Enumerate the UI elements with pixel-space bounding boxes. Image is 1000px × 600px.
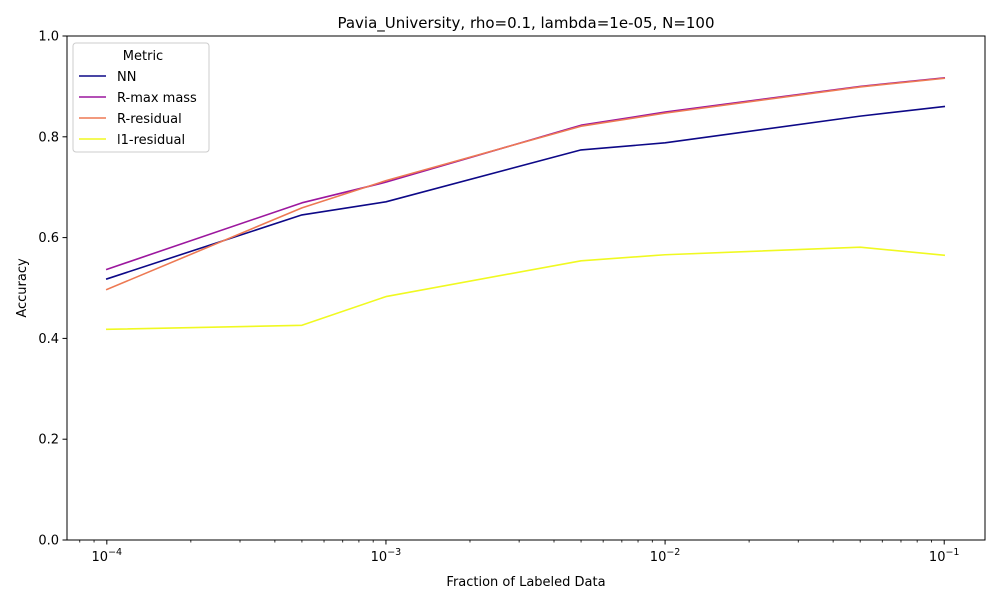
x-axis-label: Fraction of Labeled Data	[446, 575, 605, 590]
y-tick-label: 0.0	[38, 534, 59, 549]
x-tick-label: 10−4	[92, 547, 123, 565]
x-tick-label: 10−1	[929, 547, 960, 565]
legend: Metric NN R-max mass R-residual l1-residual	[72, 42, 210, 153]
x-tick-label: 10−3	[371, 547, 402, 565]
y-tick-label: 0.4	[38, 332, 59, 347]
series-line-0	[105, 105, 946, 280]
legend-label: R-max mass	[117, 91, 197, 106]
legend-label: R-residual	[117, 112, 182, 127]
series-line-1	[105, 76, 946, 271]
legend-label: NN	[117, 70, 136, 85]
y-tick-label: 0.2	[38, 433, 59, 448]
series-line-2	[105, 77, 946, 291]
y-axis-label: Accuracy	[15, 258, 30, 318]
legend-label: l1-residual	[117, 133, 185, 148]
plot-area	[105, 76, 946, 331]
chart-title: Pavia_University, rho=0.1, lambda=1e-05,…	[337, 14, 714, 33]
y-tick-label: 1.0	[38, 30, 59, 45]
series-line-3	[106, 246, 946, 331]
y-tick-label: 0.6	[38, 231, 59, 246]
x-tick-label: 10−2	[650, 547, 681, 565]
legend-title: Metric	[123, 49, 163, 64]
axes: 0.0 0.2 0.4 0.6 0.8 1.0 10−4 10−3 10−2 10−1	[38, 30, 986, 565]
legend-box	[72, 42, 210, 153]
y-tick-label: 0.8	[38, 130, 59, 145]
axes-frame	[66, 35, 986, 541]
